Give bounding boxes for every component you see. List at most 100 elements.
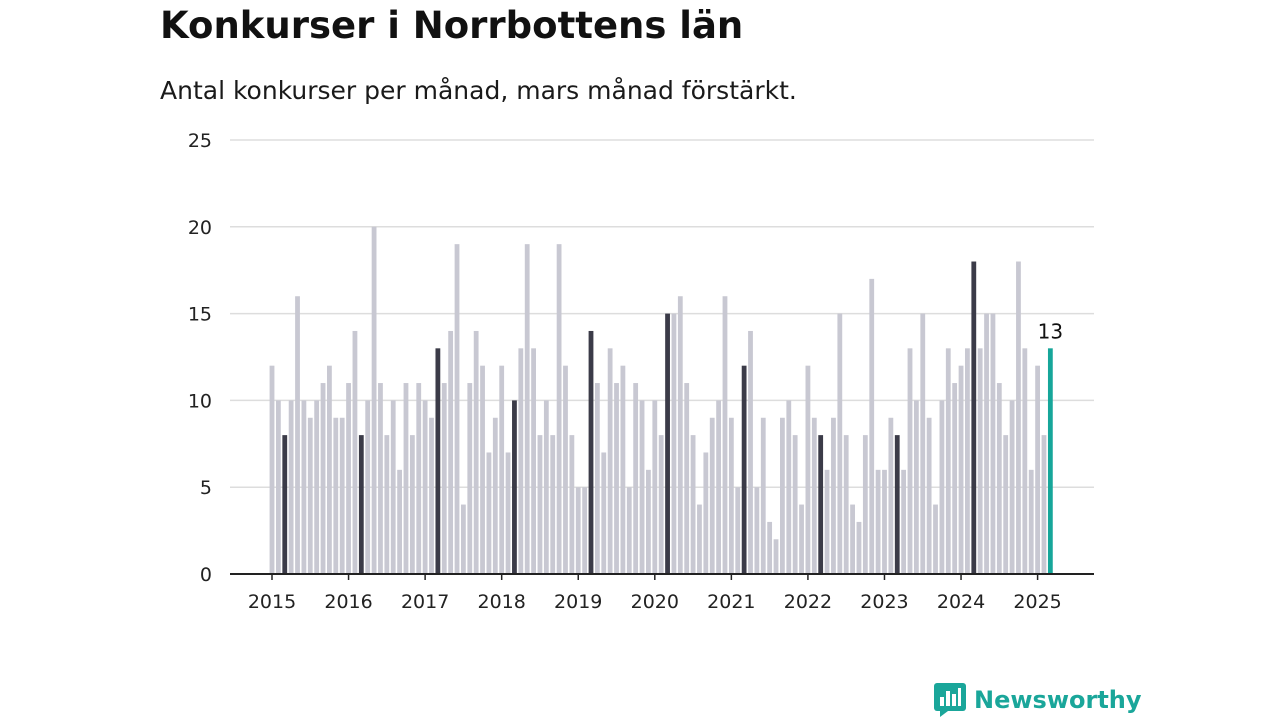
bar bbox=[805, 365, 811, 574]
data-label-latest: 13 bbox=[1038, 319, 1063, 343]
bar-march bbox=[358, 435, 364, 574]
newsworthy-logo-icon bbox=[934, 683, 966, 717]
bar bbox=[799, 504, 804, 574]
newsworthy-logo: Newsworthy bbox=[934, 683, 1142, 717]
bar bbox=[658, 435, 664, 574]
bar bbox=[333, 417, 339, 574]
bar bbox=[575, 487, 581, 574]
bar bbox=[378, 383, 383, 574]
bar bbox=[850, 504, 855, 574]
bar bbox=[563, 365, 568, 574]
bar bbox=[327, 365, 332, 574]
bar bbox=[722, 296, 728, 574]
bar bbox=[888, 417, 894, 574]
brand-name: Newsworthy bbox=[974, 686, 1142, 714]
y-tick-label: 10 bbox=[188, 390, 212, 412]
bar bbox=[569, 435, 575, 574]
y-tick-label: 20 bbox=[188, 217, 212, 239]
bar bbox=[933, 504, 938, 574]
bar bbox=[582, 487, 588, 574]
y-tick-label: 0 bbox=[200, 564, 212, 586]
bar bbox=[524, 244, 530, 574]
bar bbox=[448, 330, 454, 574]
bar bbox=[275, 400, 281, 574]
x-tick-label: 2024 bbox=[937, 591, 985, 613]
bar bbox=[901, 469, 907, 574]
y-tick-label: 5 bbox=[200, 477, 212, 499]
bar bbox=[945, 348, 951, 574]
bar bbox=[352, 330, 358, 574]
y-tick-label: 15 bbox=[188, 304, 212, 326]
bar bbox=[441, 383, 447, 574]
bar bbox=[339, 417, 345, 574]
bar bbox=[831, 417, 836, 574]
x-tick-label: 2019 bbox=[554, 591, 602, 613]
bar bbox=[269, 365, 275, 574]
bar bbox=[748, 330, 753, 574]
x-tick-label: 2016 bbox=[324, 591, 372, 613]
bar bbox=[531, 348, 536, 574]
bar bbox=[518, 348, 524, 574]
bar bbox=[716, 400, 721, 574]
bar bbox=[1022, 348, 1028, 574]
bar bbox=[620, 365, 626, 574]
bar bbox=[480, 365, 485, 574]
bar bbox=[499, 365, 505, 574]
bar bbox=[301, 400, 307, 574]
bar bbox=[965, 348, 970, 574]
bar bbox=[492, 417, 498, 574]
bar-march bbox=[435, 348, 441, 574]
bar bbox=[397, 469, 402, 574]
bar bbox=[422, 400, 428, 574]
bar bbox=[1016, 261, 1021, 574]
bar bbox=[843, 435, 849, 574]
bar bbox=[1003, 435, 1009, 574]
bar bbox=[639, 400, 645, 574]
bar bbox=[537, 435, 543, 574]
bar bbox=[697, 504, 702, 574]
bar bbox=[926, 417, 932, 574]
bar bbox=[671, 313, 677, 574]
x-tick-label: 2018 bbox=[478, 591, 526, 613]
bar-march bbox=[282, 435, 288, 574]
bar bbox=[824, 469, 830, 574]
x-tick-label: 2021 bbox=[707, 591, 755, 613]
bar bbox=[773, 539, 779, 574]
bar bbox=[760, 417, 766, 574]
bar-march bbox=[971, 261, 977, 574]
bar-latest bbox=[1047, 348, 1053, 574]
bar bbox=[869, 278, 875, 574]
y-tick-label: 25 bbox=[188, 130, 212, 152]
bar bbox=[543, 400, 549, 574]
bar bbox=[709, 417, 715, 574]
bar bbox=[907, 348, 913, 574]
bar bbox=[703, 452, 709, 574]
bar bbox=[486, 452, 492, 574]
bar bbox=[875, 469, 881, 574]
bar bbox=[677, 296, 683, 574]
bar bbox=[346, 383, 351, 574]
bar bbox=[735, 487, 741, 574]
bar bbox=[429, 417, 434, 574]
bar bbox=[913, 400, 919, 574]
bar bbox=[728, 417, 734, 574]
chart-subtitle: Antal konkurser per månad, mars månad fö… bbox=[160, 76, 797, 105]
bar bbox=[607, 348, 613, 574]
bar-march bbox=[894, 435, 900, 574]
bar bbox=[295, 296, 300, 574]
bar bbox=[1041, 435, 1047, 574]
bar bbox=[307, 417, 313, 574]
bar bbox=[461, 504, 466, 574]
x-tick-label: 2023 bbox=[860, 591, 908, 613]
bar bbox=[792, 435, 798, 574]
bar bbox=[556, 244, 562, 574]
bar bbox=[601, 452, 607, 574]
bar bbox=[939, 400, 945, 574]
bar bbox=[862, 435, 868, 574]
bar bbox=[371, 226, 377, 575]
bar bbox=[1035, 365, 1040, 574]
bar bbox=[684, 383, 690, 574]
bar bbox=[390, 400, 396, 574]
bar bbox=[594, 383, 600, 574]
bar bbox=[288, 400, 294, 574]
